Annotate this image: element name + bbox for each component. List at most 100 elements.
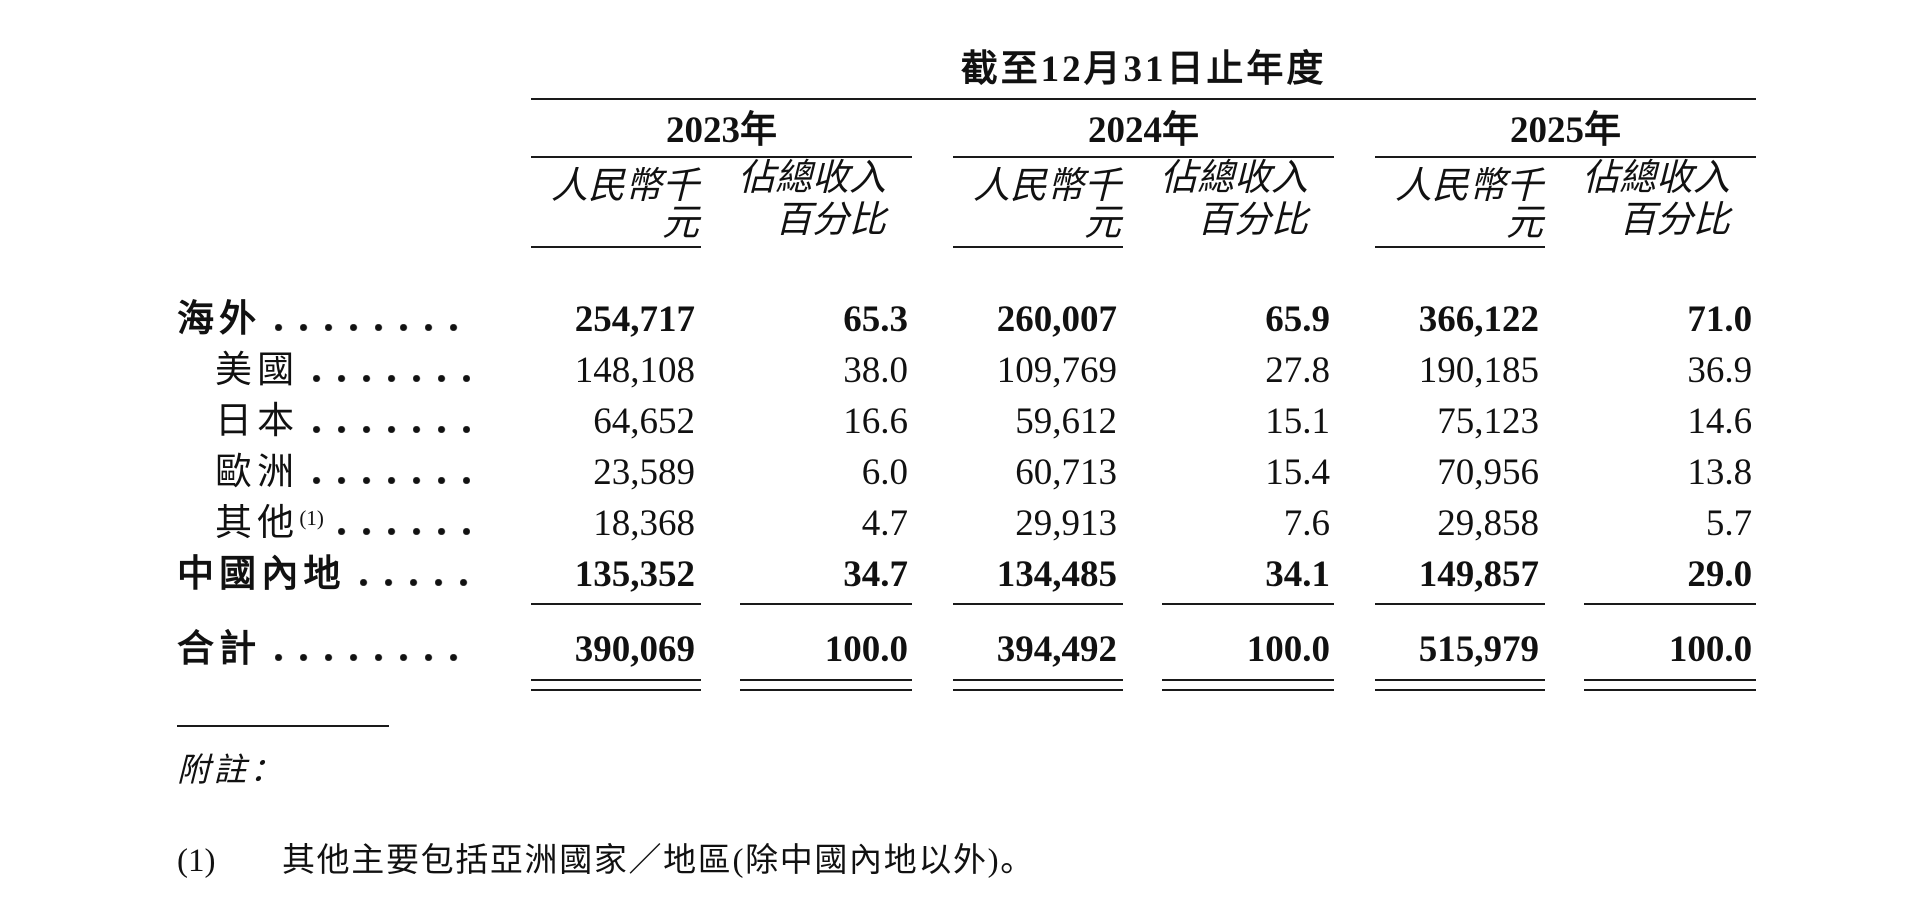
dot-leader	[275, 324, 470, 331]
single-rule	[531, 603, 701, 605]
row-label-cell: 其他(1)	[177, 498, 531, 549]
amount-unit-header-2023: 人民幣千元	[531, 157, 701, 248]
footnote-item-text: 其他主要包括亞洲國家／地區(除中國內地以外)。	[282, 843, 1035, 879]
gap-cell	[1334, 498, 1375, 549]
percent-value: 7.6	[1283, 503, 1330, 544]
year-header-2023: 2023年	[531, 99, 912, 158]
footnote-item-marker: (1)	[177, 843, 216, 879]
row-label-cell: 歐洲	[177, 447, 531, 498]
percent-value: 71.0	[1687, 299, 1753, 340]
gap-cell	[1334, 345, 1375, 396]
gap-cell	[912, 600, 953, 616]
row-label-cell: 日本	[177, 396, 531, 447]
row-label: 其他(1)	[177, 505, 531, 542]
amount-value: 75,123	[1437, 401, 1539, 442]
percent-value: 100.0	[1246, 629, 1330, 670]
percent-header-2025: 佔總收入 百分比	[1582, 158, 1731, 241]
amount-value: 64,652	[593, 401, 695, 442]
percent-value: 6.0	[861, 452, 908, 493]
gap-cell	[912, 99, 953, 157]
amount-value: 366,122	[1418, 299, 1539, 340]
percent-value: 65.9	[1265, 299, 1330, 340]
amount-value: 135,352	[574, 554, 695, 595]
footnotes-section: 附註： (1) 其他主要包括亞洲國家／地區(除中國內地以外)。	[177, 725, 1924, 882]
subtotal-rule-row	[177, 600, 1757, 616]
percent-header-2023: 佔總收入 百分比	[738, 158, 886, 241]
dot-leader	[313, 426, 470, 433]
percent-value: 36.9	[1687, 350, 1753, 391]
dot-leader	[359, 579, 470, 586]
empty-cell	[177, 157, 531, 248]
dot-leader	[313, 477, 470, 484]
year-header-2024: 2024年	[953, 99, 1334, 158]
single-rule	[1584, 603, 1757, 605]
percent-value: 14.6	[1687, 401, 1753, 442]
amount-value: 190,185	[1418, 350, 1539, 391]
single-rule	[953, 603, 1123, 605]
row-label: 日本	[177, 403, 531, 440]
dot-leader	[337, 528, 470, 535]
gap-cell	[912, 447, 953, 498]
percent-value: 15.4	[1265, 452, 1330, 493]
table-row-us: 美國 148,108 38.0 109,769 27.8 190,185 36.…	[177, 345, 1756, 396]
amount-value: 29,913	[1015, 503, 1117, 544]
single-rule	[1375, 603, 1545, 605]
row-label: 中國內地	[177, 556, 531, 593]
amount-value: 29,858	[1437, 503, 1539, 544]
empty-cell	[177, 28, 531, 99]
gap-cell	[1334, 675, 1375, 699]
double-rule	[531, 679, 701, 691]
gap-cell	[912, 157, 953, 248]
gap-cell	[912, 616, 953, 675]
percent-value: 5.7	[1705, 503, 1753, 544]
year-header-row: 2023年 2024年 2025年	[177, 99, 1757, 158]
row-label-cell: 海外	[177, 248, 531, 345]
amount-value: 515,979	[1418, 629, 1539, 670]
gap-cell	[912, 345, 953, 396]
amount-unit-header-2025: 人民幣千元	[1375, 157, 1545, 248]
dot-leader	[313, 375, 470, 382]
amount-unit-header-2024: 人民幣千元	[953, 157, 1123, 248]
row-label: 美國	[177, 352, 531, 389]
table-row-mainland-china: 中國內地 135,352 34.7 134,485 34.1 149,857 2…	[177, 549, 1756, 600]
gap-cell	[1334, 99, 1375, 157]
amount-value: 23,589	[593, 452, 695, 493]
amount-value: 149,857	[1418, 554, 1539, 595]
amount-value: 254,717	[574, 299, 695, 340]
dot-leader	[275, 654, 470, 661]
amount-value: 394,492	[996, 629, 1117, 670]
gap-cell	[1334, 396, 1375, 447]
row-label: 歐洲	[177, 454, 531, 491]
percent-value: 100.0	[1668, 629, 1753, 670]
double-rule	[740, 679, 912, 691]
percent-value: 29.0	[1687, 554, 1753, 595]
period-header: 截至12月31日止年度	[531, 28, 1757, 100]
gap-cell	[1334, 447, 1375, 498]
percent-value: 38.0	[843, 350, 908, 391]
amount-value: 18,368	[593, 503, 695, 544]
footnote-item: (1) 其他主要包括亞洲國家／地區(除中國內地以外)。	[177, 841, 1924, 882]
empty-cell	[177, 600, 531, 616]
amount-value: 109,769	[996, 350, 1117, 391]
gap-cell	[1334, 549, 1375, 600]
amount-value: 260,007	[996, 299, 1117, 340]
double-rule	[1162, 679, 1334, 691]
row-label: 合計	[177, 631, 531, 668]
gap-cell	[1334, 157, 1375, 248]
amount-value: 59,612	[1015, 401, 1117, 442]
gap-cell	[912, 396, 953, 447]
year-header-2025: 2025年	[1375, 99, 1757, 158]
amount-value: 134,485	[996, 554, 1117, 595]
gap-cell	[1334, 248, 1375, 345]
table-row-japan: 日本 64,652 16.6 59,612 15.1 75,123 14.6	[177, 396, 1756, 447]
footnotes-title: 附註：	[177, 753, 286, 789]
double-rule	[1584, 679, 1757, 691]
single-rule	[1162, 603, 1334, 605]
gap-cell	[912, 248, 953, 345]
percent-value: 27.8	[1265, 350, 1330, 391]
empty-cell	[177, 99, 531, 157]
footnote-marker: (1)	[299, 506, 324, 530]
double-rule	[953, 679, 1123, 691]
single-rule	[740, 603, 912, 605]
